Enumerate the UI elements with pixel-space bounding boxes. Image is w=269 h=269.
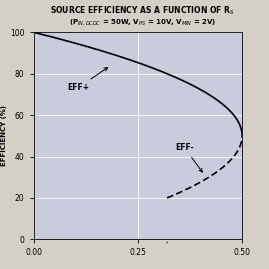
Y-axis label: EFFICIENCY (%): EFFICIENCY (%): [1, 105, 7, 166]
Text: (P$_{IN, DCDC}$ = 50W, V$_{PS}$ = 10V, V$_{MIN}$ = 2V): (P$_{IN, DCDC}$ = 50W, V$_{PS}$ = 10V, V…: [69, 17, 216, 27]
Text: EFF-: EFF-: [175, 143, 202, 172]
Text: SOURCE EFFICIENCY AS A FUNCTION OF R$_S$: SOURCE EFFICIENCY AS A FUNCTION OF R$_S$: [50, 4, 235, 16]
Text: EFF+: EFF+: [67, 68, 108, 92]
